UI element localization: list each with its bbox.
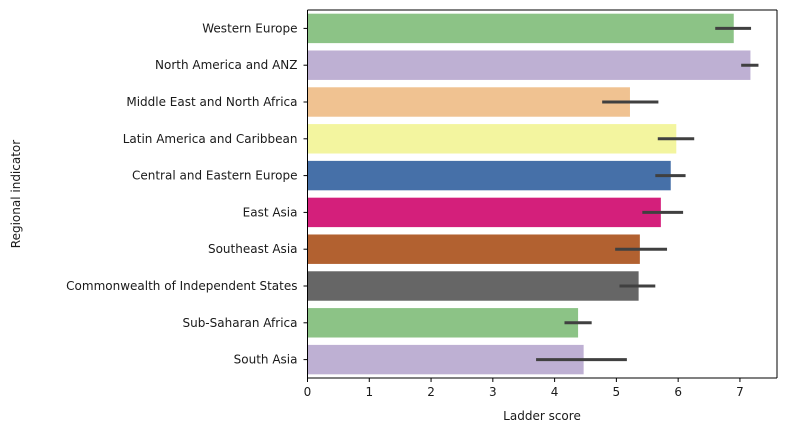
bar-8 bbox=[307, 308, 579, 338]
y-tick-label-8: Sub-Saharan Africa bbox=[182, 316, 297, 330]
y-tick-label-0: Western Europe bbox=[202, 21, 297, 35]
y-tick-label-4: Central and Eastern Europe bbox=[132, 169, 298, 183]
y-axis-label: Regional indicator bbox=[9, 140, 23, 248]
bars-group bbox=[307, 13, 751, 375]
bar-7 bbox=[307, 271, 639, 301]
error-bars-group bbox=[536, 26, 759, 362]
y-tick-label-9: South Asia bbox=[234, 353, 298, 367]
bar-6 bbox=[307, 234, 640, 264]
y-tick-label-7: Commonwealth of Independent States bbox=[66, 279, 297, 293]
x-axis-label: Ladder score bbox=[503, 409, 581, 423]
bar-1 bbox=[307, 50, 751, 80]
x-tick-label-4: 4 bbox=[551, 385, 559, 399]
x-tick-label-2: 2 bbox=[427, 385, 435, 399]
x-tick-label-1: 1 bbox=[365, 385, 373, 399]
bar-3 bbox=[307, 124, 677, 154]
x-tick-label-3: 3 bbox=[489, 385, 497, 399]
bar-2 bbox=[307, 87, 630, 117]
x-ticks-group: 0 1 2 3 4 5 6 7 bbox=[304, 378, 744, 399]
y-tick-label-2: Middle East and North Africa bbox=[126, 95, 297, 109]
bar-0 bbox=[307, 13, 734, 44]
y-tick-label-5: East Asia bbox=[243, 205, 298, 219]
bar-4 bbox=[307, 160, 671, 191]
y-ticks-group: Western Europe North America and ANZ Middl… bbox=[66, 21, 308, 367]
y-tick-label-6: Southeast Asia bbox=[208, 242, 298, 256]
axes-group bbox=[307, 9, 778, 379]
x-tick-label-6: 6 bbox=[674, 385, 682, 399]
bar-5 bbox=[307, 197, 661, 228]
x-tick-label-0: 0 bbox=[304, 385, 312, 399]
y-tick-label-1: North America and ANZ bbox=[155, 58, 298, 72]
y-tick-label-3: Latin America and Caribbean bbox=[123, 132, 298, 146]
x-tick-label-5: 5 bbox=[613, 385, 621, 399]
x-tick-label-7: 7 bbox=[736, 385, 744, 399]
